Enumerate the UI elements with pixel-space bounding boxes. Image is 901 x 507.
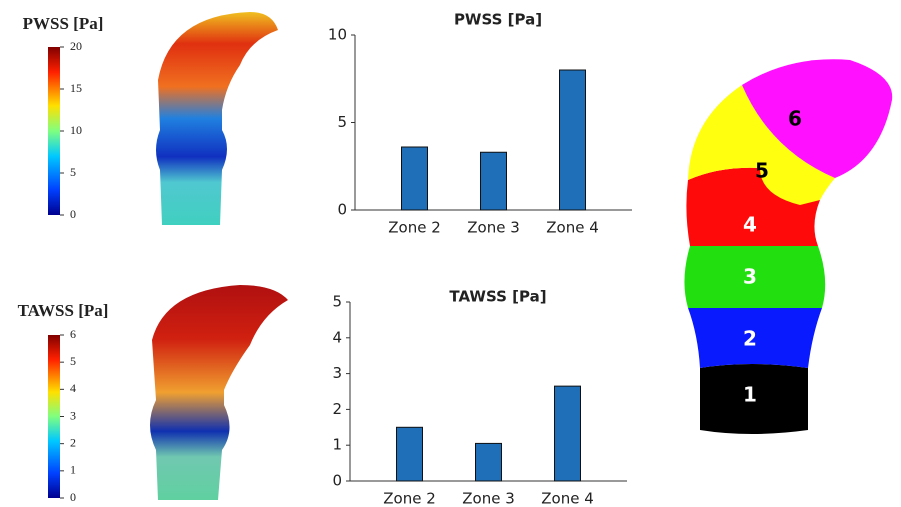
colorbar-tick-label: 6	[70, 327, 76, 341]
colorbar	[48, 335, 60, 498]
zone-1	[700, 364, 808, 434]
x-tick-label: Zone 3	[462, 490, 515, 507]
colorbar-title: TAWSS [Pa]	[18, 301, 109, 320]
colorbar-tick-label: 5	[70, 165, 76, 179]
colorbar-tick-label: 5	[70, 354, 76, 368]
zone-label: 1	[743, 383, 757, 407]
colorbar-tick-label: 0	[70, 490, 76, 504]
y-tick-label: 5	[337, 113, 347, 131]
colorbar-tick-label: 20	[70, 39, 82, 53]
bar	[475, 442, 502, 482]
y-tick-label: 2	[332, 400, 342, 418]
colorbar-tick-label: 3	[70, 408, 76, 422]
colorbar-tick-label: 0	[70, 207, 76, 221]
bar	[401, 146, 428, 211]
colorbar-tick-label: 15	[70, 81, 82, 95]
y-tick-label: 0	[332, 472, 342, 490]
zone-label: 3	[743, 265, 757, 289]
y-tick-label: 10	[328, 26, 347, 44]
x-tick-label: Zone 3	[467, 219, 520, 237]
zone-label: 2	[743, 327, 757, 351]
zone-6	[742, 59, 893, 178]
zone-label: 5	[755, 159, 769, 183]
bar	[559, 69, 586, 211]
aorta-pwss-render	[156, 12, 278, 225]
x-tick-label: Zone 2	[388, 219, 441, 237]
x-tick-label: Zone 4	[546, 219, 599, 237]
y-tick-label: 4	[332, 328, 342, 346]
zone-diagram	[684, 59, 893, 434]
x-tick-label: Zone 2	[383, 490, 436, 507]
x-tick-label: Zone 4	[541, 490, 594, 507]
zone-3	[684, 246, 826, 308]
zone-label: 4	[743, 213, 757, 237]
y-tick-label: 1	[332, 436, 342, 454]
colorbar-tick-label: 2	[70, 435, 76, 449]
colorbar-tick-label: 1	[70, 463, 76, 477]
bar	[480, 151, 507, 211]
aorta-tawss-render	[150, 285, 288, 500]
y-tick-label: 3	[332, 364, 342, 382]
zone-2	[688, 308, 822, 368]
colorbar-tick-label: 10	[70, 123, 82, 137]
chart-title: PWSS [Pa]	[454, 11, 542, 29]
colorbar-title: PWSS [Pa]	[23, 14, 104, 33]
y-tick-label: 5	[332, 293, 342, 311]
zone-label: 6	[788, 107, 802, 131]
bar	[554, 385, 581, 482]
colorbar-tick-label: 4	[70, 381, 76, 395]
y-tick-label: 0	[337, 201, 347, 219]
chart-title: TAWSS [Pa]	[449, 288, 546, 306]
zone-5	[688, 85, 835, 205]
bar	[396, 426, 423, 482]
colorbar	[48, 47, 60, 215]
